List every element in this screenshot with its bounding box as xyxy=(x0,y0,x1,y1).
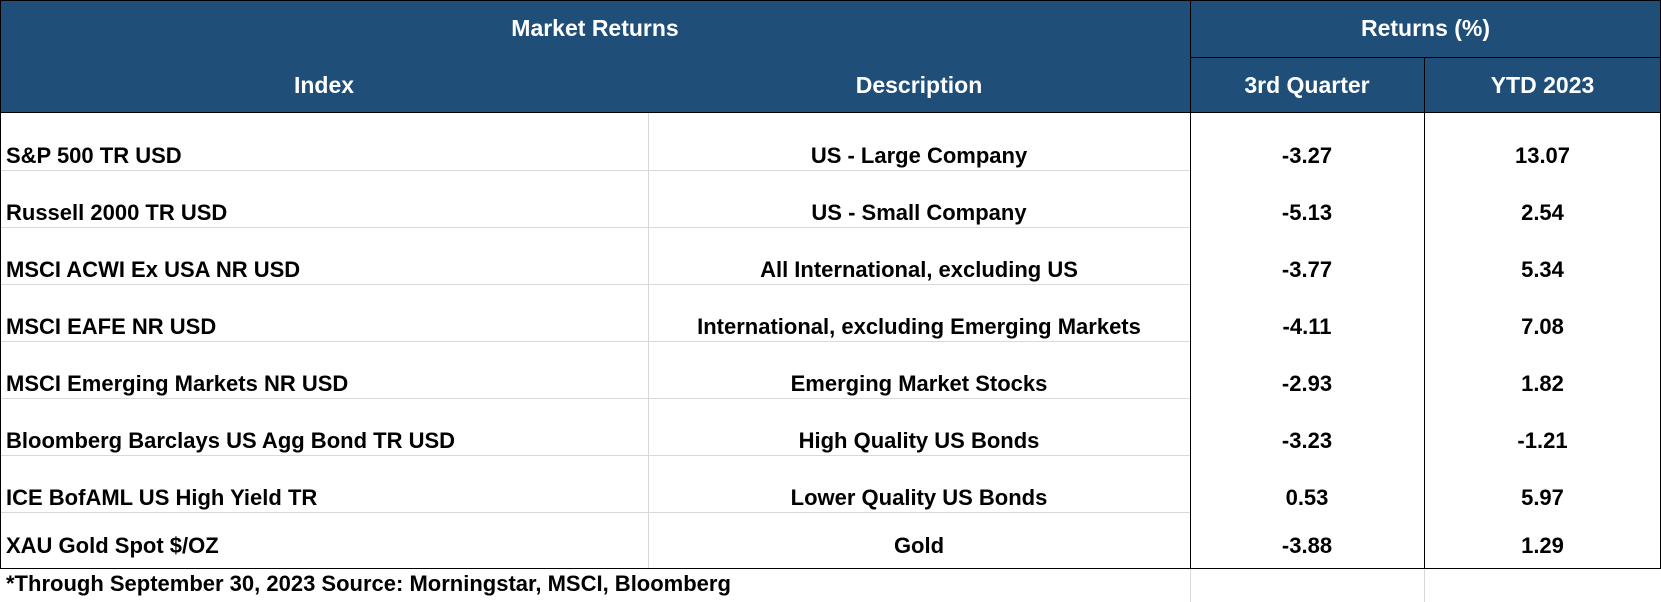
index-cell: MSCI ACWI Ex USA NR USD xyxy=(6,256,301,282)
q3-return-cell: -3.88 xyxy=(1281,533,1333,558)
q3-return-cell: -3.27 xyxy=(1281,142,1333,168)
index-cell: MSCI EAFE NR USD xyxy=(6,313,217,339)
q3-return-cell: -5.13 xyxy=(1281,199,1333,225)
table-row: MSCI Emerging Markets NR USD Emerging Ma… xyxy=(0,355,1661,412)
table-row: MSCI EAFE NR USD International, excludin… xyxy=(0,298,1661,355)
description-cell: Gold xyxy=(893,533,945,558)
index-cell: ICE BofAML US High Yield TR xyxy=(6,484,318,510)
table-border xyxy=(1424,113,1425,569)
row-separator xyxy=(0,170,1190,171)
table-border xyxy=(0,113,1,569)
ytd-return-cell: 5.34 xyxy=(1521,256,1564,282)
row-separator xyxy=(0,398,1190,399)
row-separator xyxy=(0,227,1190,228)
table-row: MSCI ACWI Ex USA NR USD All Internationa… xyxy=(0,241,1661,298)
description-cell: High Quality US Bonds xyxy=(798,427,1040,453)
row-separator xyxy=(0,455,1190,456)
index-cell: XAU Gold Spot $/OZ xyxy=(6,533,219,558)
table-title: Market Returns xyxy=(511,15,679,41)
header-divider xyxy=(1190,57,1661,58)
q3-return-cell: -3.23 xyxy=(1281,427,1333,453)
description-cell: Emerging Market Stocks xyxy=(790,370,1048,396)
column-header-3rd-quarter: 3rd Quarter xyxy=(1244,71,1370,98)
table-border xyxy=(0,568,1661,569)
index-cell: S&P 500 TR USD xyxy=(6,142,182,168)
q3-return-cell: -4.11 xyxy=(1282,313,1332,339)
description-cell: International, excluding Emerging Market… xyxy=(697,313,1141,339)
table-row: Russell 2000 TR USD US - Small Company -… xyxy=(0,184,1661,241)
table-row: S&P 500 TR USD US - Large Company -3.27 … xyxy=(0,127,1661,184)
row-separator xyxy=(0,284,1190,285)
index-cell: Russell 2000 TR USD xyxy=(6,199,228,225)
ytd-return-cell: 7.08 xyxy=(1521,313,1564,339)
index-cell: MSCI Emerging Markets NR USD xyxy=(6,370,349,396)
header-divider xyxy=(1190,0,1191,113)
table-row: Bloomberg Barclays US Agg Bond TR USD Hi… xyxy=(0,412,1661,469)
returns-group-header: Returns (%) xyxy=(1360,15,1491,41)
column-header-index: Index xyxy=(293,71,355,98)
index-cell: Bloomberg Barclays US Agg Bond TR USD xyxy=(6,427,456,453)
table-border xyxy=(1190,113,1191,569)
ytd-return-cell: -1.21 xyxy=(1517,427,1568,453)
column-header-ytd-2023: YTD 2023 xyxy=(1490,71,1595,98)
q3-return-cell: -3.77 xyxy=(1281,256,1333,282)
q3-return-cell: -2.93 xyxy=(1281,370,1333,396)
description-cell: US - Large Company xyxy=(810,142,1028,168)
q3-return-cell: 0.53 xyxy=(1285,484,1329,510)
ytd-return-cell: 5.97 xyxy=(1521,484,1564,510)
column-separator xyxy=(1424,569,1425,602)
header-divider xyxy=(1424,57,1425,113)
table-row: XAU Gold Spot $/OZ Gold -3.88 1.29 xyxy=(0,524,1661,568)
description-cell: US - Small Company xyxy=(811,199,1027,225)
ytd-return-cell: 1.82 xyxy=(1521,370,1564,396)
description-cell: All International, excluding US xyxy=(760,256,1078,282)
ytd-return-cell: 13.07 xyxy=(1514,142,1571,168)
row-separator xyxy=(0,341,1190,342)
ytd-return-cell: 2.54 xyxy=(1521,199,1564,225)
table-row: ICE BofAML US High Yield TR Lower Qualit… xyxy=(0,469,1661,526)
description-cell: Lower Quality US Bonds xyxy=(790,484,1048,510)
ytd-return-cell: 1.29 xyxy=(1521,533,1564,558)
row-separator xyxy=(0,512,1190,513)
column-header-description: Description xyxy=(855,71,983,98)
column-separator xyxy=(648,113,649,569)
column-separator xyxy=(1190,569,1191,602)
table-header xyxy=(0,0,1661,113)
source-footnote: *Through September 30, 2023 Source: Morn… xyxy=(6,571,731,596)
